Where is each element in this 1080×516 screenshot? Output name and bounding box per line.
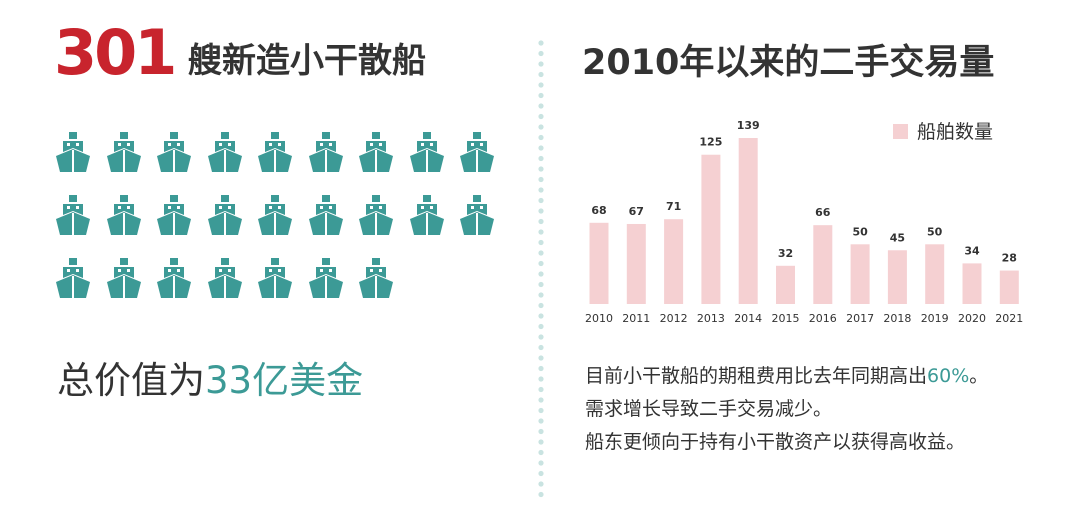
x-tick-label-2016: 2016 <box>809 312 837 325</box>
ship-icon <box>54 130 92 174</box>
ship-icon <box>307 193 345 237</box>
bar-2016 <box>813 225 833 304</box>
bar-2015 <box>776 265 795 304</box>
x-tick-label-2019: 2019 <box>921 312 949 325</box>
data-label-2018: 45 <box>890 231 905 244</box>
ship-icon <box>256 193 294 237</box>
x-tick-label-2011: 2011 <box>622 312 650 325</box>
ship-icon <box>408 130 446 174</box>
ship-icon <box>155 130 193 174</box>
description: 目前小干散船的期租费用比去年同期高出60%。 需求增长导致二手交易减少。 船东更… <box>585 360 1075 459</box>
desc-line-1-text: 目前小干散船的期租费用比去年同期高出 <box>585 365 928 387</box>
desc-line-1-highlight: 60% <box>927 365 970 387</box>
x-tick-label-2012: 2012 <box>660 312 688 325</box>
ship-count-label: 艘新造小干散船 <box>188 41 426 81</box>
bar-2014 <box>738 138 758 304</box>
ship-icon <box>458 193 496 237</box>
ship-count: 301 <box>54 16 177 89</box>
left-panel: 301 艘新造小干散船 总价值为33亿美金 <box>0 0 530 516</box>
total-value-amount: 33亿美金 <box>205 359 364 402</box>
ship-icon <box>357 256 395 300</box>
bar-2010 <box>589 222 609 304</box>
ship-icon <box>105 130 143 174</box>
x-tick-label-2010: 2010 <box>585 312 613 325</box>
legend-label: 船舶数量 <box>917 121 993 143</box>
ship-icon <box>256 130 294 174</box>
ship-icon <box>105 193 143 237</box>
data-label-2021: 28 <box>1002 252 1017 265</box>
bar-2012 <box>664 219 684 304</box>
bar-2017 <box>850 244 870 304</box>
x-tick-label-2017: 2017 <box>846 312 874 325</box>
ship-icon <box>357 193 395 237</box>
bar-2021 <box>999 270 1019 304</box>
bar-2013 <box>701 154 721 304</box>
bar-2011 <box>626 223 646 304</box>
data-label-2020: 34 <box>964 244 980 257</box>
data-label-2010: 68 <box>591 204 606 217</box>
data-label-2011: 67 <box>629 205 644 218</box>
x-tick-label-2021: 2021 <box>995 312 1023 325</box>
total-value-prefix: 总价值为 <box>57 359 205 402</box>
ship-icon <box>155 256 193 300</box>
desc-line-1-end: 。 <box>969 365 989 387</box>
ship-icon <box>54 256 92 300</box>
x-tick-label-2013: 2013 <box>697 312 725 325</box>
ship-icon <box>307 130 345 174</box>
x-tick-label-2015: 2015 <box>772 312 800 325</box>
legend-swatch <box>893 124 908 139</box>
right-panel: 2010年以来的二手交易量 68 2010 67 2011 71 2012 125 2013 1… <box>560 0 1080 516</box>
dotted-divider <box>538 40 544 498</box>
ship-icon <box>105 256 143 300</box>
data-label-2017: 50 <box>852 225 868 238</box>
ship-icon <box>206 256 244 300</box>
bar-2019 <box>925 244 945 304</box>
data-label-2015: 32 <box>778 247 793 260</box>
ship-icon <box>256 256 294 300</box>
chart-title: 2010年以来的二手交易量 <box>582 43 995 83</box>
x-tick-label-2020: 2020 <box>958 312 986 325</box>
bar-chart: 68 2010 67 2011 71 2012 125 2013 139 2014 32 2015 66… <box>585 119 1023 325</box>
ship-icon <box>458 130 496 174</box>
ship-icon <box>408 193 446 237</box>
total-value-line: 总价值为33亿美金 <box>57 362 363 399</box>
ship-icon <box>155 193 193 237</box>
ship-icon <box>206 193 244 237</box>
x-tick-label-2014: 2014 <box>734 312 762 325</box>
desc-line-1: 目前小干散船的期租费用比去年同期高出60%。 <box>585 360 1075 393</box>
bar-2018 <box>887 250 907 304</box>
ship-icon <box>206 130 244 174</box>
bar-2020 <box>962 263 982 304</box>
x-tick-label-2018: 2018 <box>883 312 911 325</box>
data-label-2019: 50 <box>927 225 943 238</box>
ship-icon <box>307 256 345 300</box>
data-label-2012: 71 <box>666 200 681 213</box>
data-label-2014: 139 <box>737 119 760 132</box>
ship-icon <box>357 130 395 174</box>
desc-line-2: 需求增长导致二手交易减少。 <box>585 398 833 420</box>
data-label-2013: 125 <box>699 136 722 149</box>
ship-icon <box>54 193 92 237</box>
data-label-2016: 66 <box>815 206 831 219</box>
desc-line-3: 船东更倾向于持有小干散资产以获得高收益。 <box>585 431 966 453</box>
